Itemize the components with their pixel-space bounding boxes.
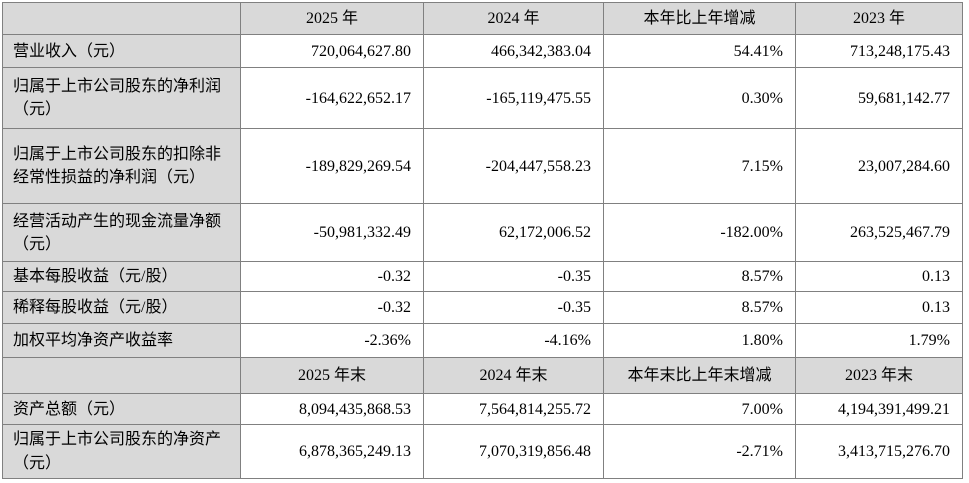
- cell-2025: -189,829,269.54: [240, 128, 424, 205]
- cell-2023: 0.13: [795, 291, 963, 325]
- cell-2024: -0.35: [423, 261, 604, 293]
- cell-2025: 8,094,435,868.53: [240, 393, 424, 426]
- cell-2024: 7,070,319,856.48: [423, 424, 604, 479]
- row-label: 资产总额（元）: [2, 393, 241, 426]
- row-label: 归属于上市公司股东的扣除非经常性损益的净利润（元）: [2, 128, 241, 205]
- table-row-operating-cash-flow: 经营活动产生的现金流量净额（元） -50,981,332.49 62,172,0…: [2, 203, 963, 263]
- cell-2024: 62,172,006.52: [423, 203, 604, 263]
- cell-2024: -4.16%: [423, 323, 604, 359]
- cell-change: 54.41%: [603, 34, 796, 69]
- cell-change: 7.00%: [603, 393, 796, 426]
- cell-change: 0.30%: [603, 67, 796, 130]
- table-row-basic-eps: 基本每股收益（元/股） -0.32 -0.35 8.57% 0.13: [2, 261, 963, 293]
- cell-change: 8.57%: [603, 291, 796, 325]
- cell-2023: 3,413,715,276.70: [795, 424, 963, 479]
- cell-2024: 7,564,814,255.72: [423, 393, 604, 426]
- cell-2023: 23,007,284.60: [795, 128, 963, 205]
- row-label: 经营活动产生的现金流量净额（元）: [2, 203, 241, 263]
- column-header-2024: 2024 年: [423, 1, 604, 36]
- table-row-net-profit: 归属于上市公司股东的净利润（元） -164,622,652.17 -165,11…: [2, 67, 963, 130]
- corner-cell: [2, 357, 241, 395]
- cell-2025: -50,981,332.49: [240, 203, 424, 263]
- table-row-diluted-eps: 稀释每股收益（元/股） -0.32 -0.35 8.57% 0.13: [2, 291, 963, 325]
- cell-change: -182.00%: [603, 203, 796, 263]
- row-label: 稀释每股收益（元/股）: [2, 291, 241, 325]
- cell-change: 8.57%: [603, 261, 796, 293]
- table-row-weighted-avg-roe: 加权平均净资产收益率 -2.36% -4.16% 1.80% 1.79%: [2, 323, 963, 359]
- column-header-yoy-change: 本年比上年增减: [603, 1, 796, 36]
- row-label: 归属于上市公司股东的净利润（元）: [2, 67, 241, 130]
- table-row-revenue: 营业收入（元） 720,064,627.80 466,342,383.04 54…: [2, 34, 963, 69]
- row-label: 营业收入（元）: [2, 34, 241, 69]
- column-header-2023: 2023 年: [795, 1, 963, 36]
- cell-2023: 0.13: [795, 261, 963, 293]
- period-end-header-row: 2025 年末 2024 年末 本年末比上年末增减 2023 年末: [2, 357, 963, 395]
- cell-2025: -0.32: [240, 291, 424, 325]
- column-header-2023-end: 2023 年末: [795, 357, 963, 395]
- table-row-net-assets: 归属于上市公司股东的净资产（元） 6,878,365,249.13 7,070,…: [2, 424, 963, 479]
- cell-2023: 713,248,175.43: [795, 34, 963, 69]
- row-label: 归属于上市公司股东的净资产（元）: [2, 424, 241, 479]
- cell-change: 1.80%: [603, 323, 796, 359]
- cell-2025: 6,878,365,249.13: [240, 424, 424, 479]
- column-header-end-change: 本年末比上年末增减: [603, 357, 796, 395]
- cell-2023: 4,194,391,499.21: [795, 393, 963, 426]
- cell-2023: 263,525,467.79: [795, 203, 963, 263]
- cell-2025: -164,622,652.17: [240, 67, 424, 130]
- table-row-total-assets: 资产总额（元） 8,094,435,868.53 7,564,814,255.7…: [2, 393, 963, 426]
- cell-2024: -0.35: [423, 291, 604, 325]
- row-label: 基本每股收益（元/股）: [2, 261, 241, 293]
- table-row-net-profit-excl-nonrecurring: 归属于上市公司股东的扣除非经常性损益的净利润（元） -189,829,269.5…: [2, 128, 963, 205]
- column-header-2025: 2025 年: [240, 1, 424, 36]
- cell-2023: 59,681,142.77: [795, 67, 963, 130]
- corner-cell: [2, 1, 241, 36]
- cell-change: 7.15%: [603, 128, 796, 205]
- period-header-row: 2025 年 2024 年 本年比上年增减 2023 年: [2, 1, 963, 36]
- column-header-2025-end: 2025 年末: [240, 357, 424, 395]
- cell-2024: 466,342,383.04: [423, 34, 604, 69]
- row-label: 加权平均净资产收益率: [2, 323, 241, 359]
- cell-2025: 720,064,627.80: [240, 34, 424, 69]
- cell-2024: -165,119,475.55: [423, 67, 604, 130]
- cell-change: -2.71%: [603, 424, 796, 479]
- cell-2024: -204,447,558.23: [423, 128, 604, 205]
- cell-2025: -2.36%: [240, 323, 424, 359]
- cell-2025: -0.32: [240, 261, 424, 293]
- cell-2023: 1.79%: [795, 323, 963, 359]
- column-header-2024-end: 2024 年末: [423, 357, 604, 395]
